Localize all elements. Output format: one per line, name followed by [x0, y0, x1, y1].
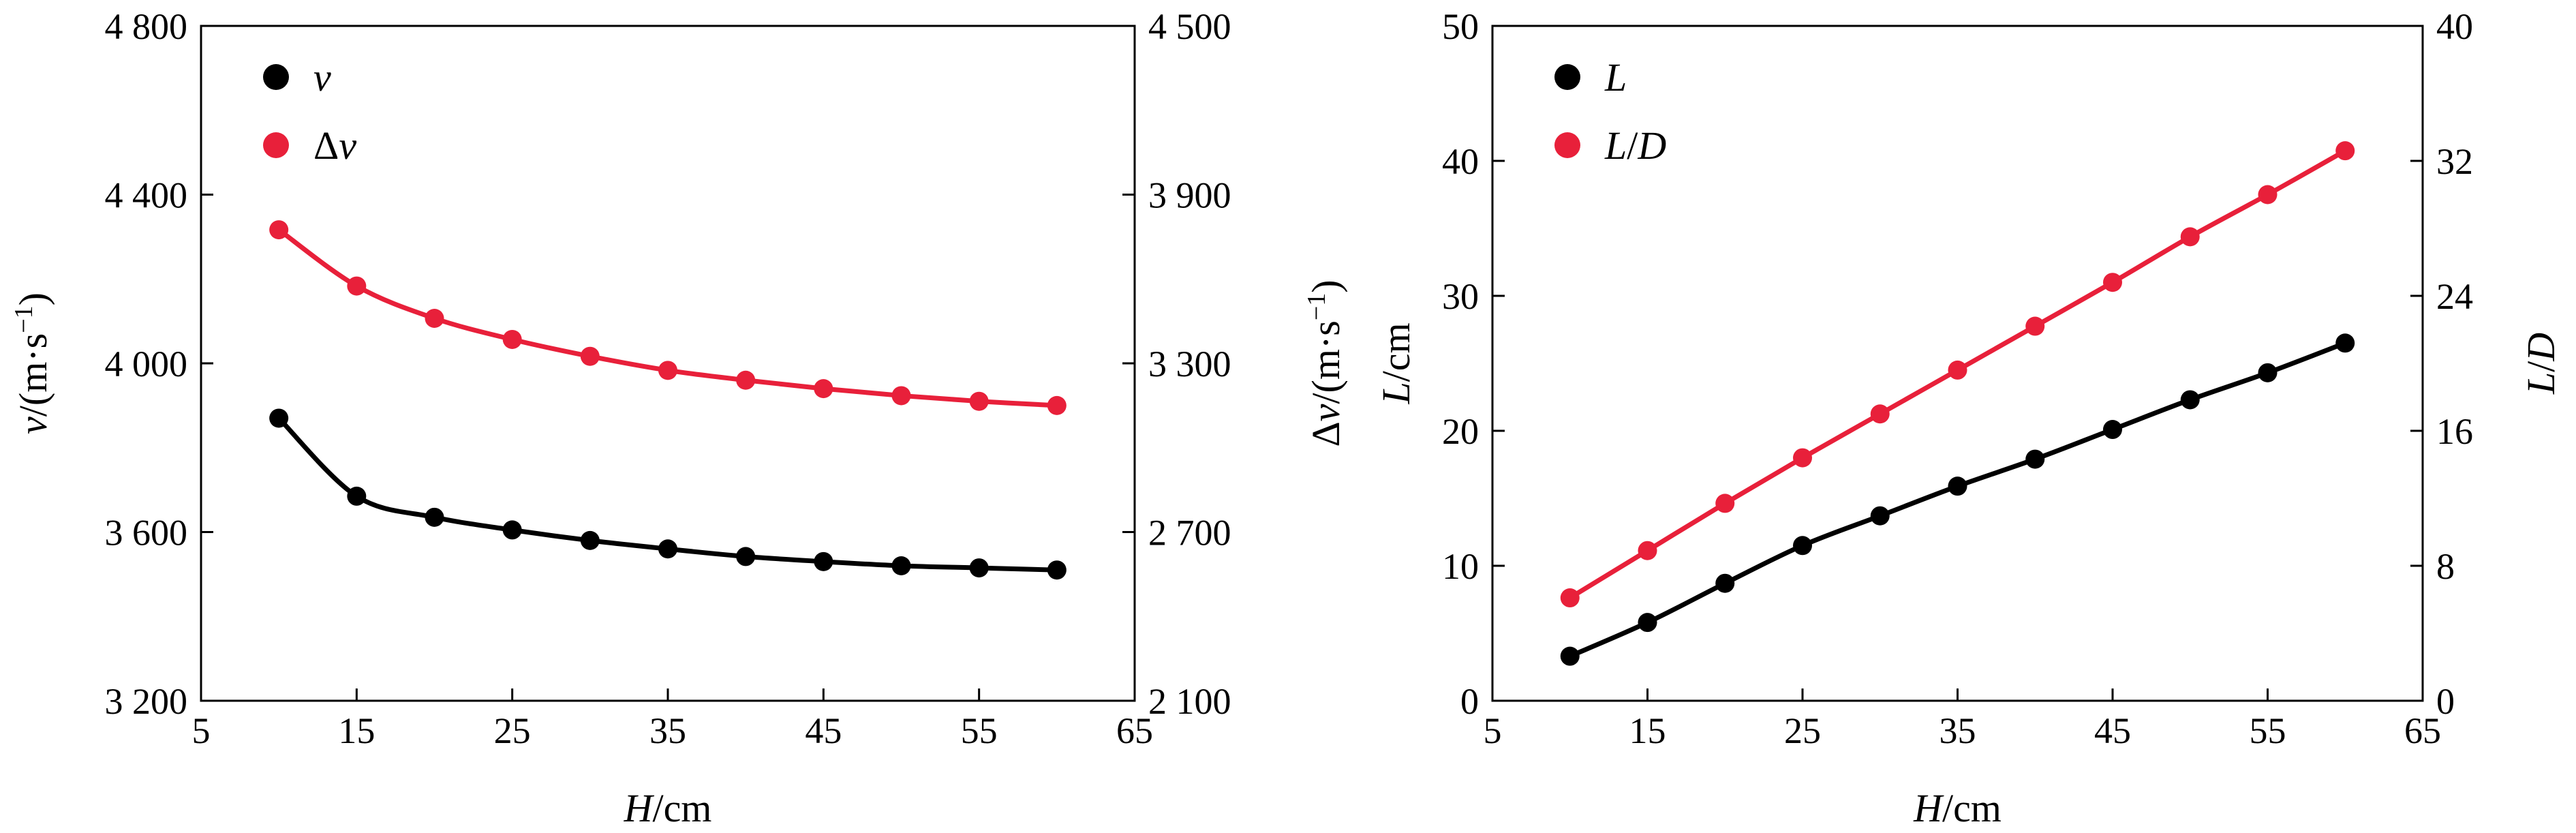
data-point [580, 346, 600, 366]
data-point [502, 520, 522, 540]
data-point [2335, 141, 2355, 161]
data-point [2103, 273, 2122, 292]
y-right-tick-label: 4 500 [1148, 6, 1231, 47]
data-point [736, 370, 756, 390]
data-point [1047, 395, 1067, 415]
y-left-tick-label: 4 400 [105, 175, 188, 216]
y-left-tick-label: 4 800 [105, 6, 188, 47]
data-point [269, 220, 289, 240]
y-right-tick-label: 2 100 [1148, 681, 1231, 722]
chart-panel-2: 5 15 25 35 45 55 65010203040500816243240H/cmL/… [1374, 6, 2563, 830]
data-point [1948, 360, 1967, 380]
y-right-tick-label: 32 [2436, 141, 2473, 182]
data-point [1715, 573, 1735, 593]
data-point [2258, 185, 2278, 205]
x-tick-label: 65 [2404, 710, 2441, 751]
y-left-tick-label: 50 [1442, 6, 1479, 47]
series-line-1 [1569, 341, 2346, 658]
data-point [1715, 494, 1735, 513]
legend-label-1: v [313, 55, 331, 100]
data-point [969, 558, 989, 578]
data-point [2258, 363, 2278, 382]
data-point [969, 391, 989, 411]
data-point [891, 556, 911, 575]
x-tick-label: 15 [1629, 710, 1666, 751]
y-left-tick-label: 30 [1442, 276, 1479, 317]
y-left-axis-title: v/(m·s−1) [10, 292, 55, 434]
data-point [425, 309, 444, 328]
y-right-tick-label: 2 700 [1148, 513, 1231, 554]
data-point [1638, 541, 1657, 560]
x-tick-label: 35 [1939, 710, 1976, 751]
data-point [2335, 333, 2355, 353]
y-right-tick-label: 8 [2436, 546, 2455, 587]
legend-marker-1 [1554, 64, 1580, 90]
y-left-tick-label: 3 200 [105, 681, 188, 722]
x-axis-title: H/cm [1913, 786, 2002, 830]
x-tick-label: 5 [192, 710, 211, 751]
y-right-axis-title: L/D [2519, 333, 2563, 395]
data-point [1560, 588, 1580, 608]
legend-marker-1 [263, 64, 289, 90]
y-right-tick-label: 40 [2436, 6, 2473, 47]
y-left-tick-label: 20 [1442, 411, 1479, 452]
y-left-axis-title: L/cm [1374, 322, 1418, 404]
x-tick-label: 65 [1116, 710, 1153, 751]
y-right-axis-title: Δv/(m·s−1) [1302, 279, 1348, 446]
data-point [1870, 404, 1890, 424]
data-point [2025, 449, 2045, 469]
x-tick-label: 45 [805, 710, 842, 751]
data-point [1560, 646, 1580, 666]
x-tick-label: 5 [1484, 710, 1502, 751]
data-point [2180, 390, 2200, 410]
y-right-tick-label: 24 [2436, 276, 2473, 317]
y-right-tick-label: 3 300 [1148, 344, 1231, 384]
data-point [1793, 536, 1812, 556]
y-left-tick-label: 4 000 [105, 344, 188, 384]
data-point [1948, 476, 1967, 496]
x-tick-label: 55 [961, 710, 998, 751]
legend-label-1: L [1604, 55, 1627, 100]
data-point [269, 408, 289, 428]
y-right-tick-label: 0 [2436, 681, 2455, 722]
data-point [814, 551, 833, 571]
data-point [1870, 506, 1890, 526]
y-left-tick-label: 10 [1442, 546, 1479, 587]
data-point [1638, 613, 1657, 633]
data-point [347, 486, 367, 506]
data-point [2103, 420, 2122, 440]
legend-marker-2 [263, 132, 289, 158]
y-right-tick-label: 3 900 [1148, 175, 1231, 216]
data-point [1793, 448, 1812, 468]
data-point [580, 530, 600, 550]
data-point [658, 361, 677, 380]
y-left-tick-label: 3 600 [105, 513, 188, 554]
y-right-tick-label: 16 [2436, 411, 2473, 452]
x-tick-label: 45 [2094, 710, 2131, 751]
legend-label-2: L/D [1604, 123, 1666, 168]
x-tick-label: 15 [338, 710, 375, 751]
chart-panel-1: 5 15 25 35 45 55 65 3 200 3 600 4 000 4 400 4 800 2 … [10, 6, 1348, 830]
legend-label-2: Δv [313, 123, 356, 168]
x-tick-label: 35 [649, 710, 686, 751]
data-point [2025, 316, 2045, 336]
y-left-tick-label: 40 [1442, 141, 1479, 182]
x-tick-label: 25 [494, 710, 531, 751]
legend-marker-2 [1554, 132, 1580, 158]
data-point [814, 379, 833, 399]
x-axis-title: H/cm [624, 786, 712, 830]
y-left-tick-label: 0 [1460, 681, 1479, 722]
data-point [502, 329, 522, 349]
data-point [891, 386, 911, 406]
x-tick-label: 25 [1784, 710, 1821, 751]
data-point [425, 507, 444, 527]
data-point [2180, 227, 2200, 247]
data-point [1047, 560, 1067, 580]
data-point [736, 547, 756, 566]
x-tick-label: 55 [2250, 710, 2286, 751]
data-point [658, 539, 677, 559]
data-point [347, 276, 367, 296]
